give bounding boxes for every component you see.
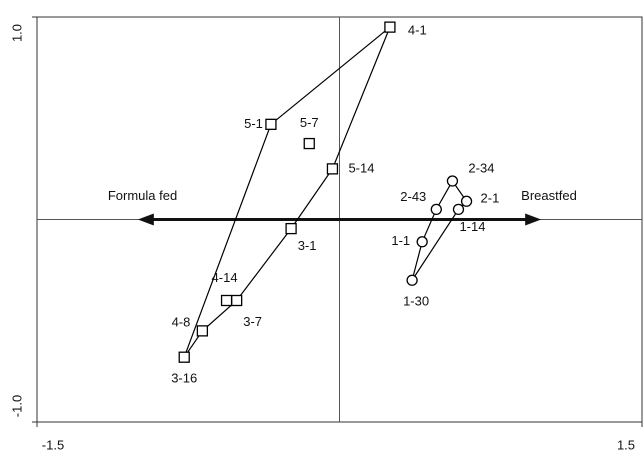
- point: [384, 21, 396, 33]
- annotation: Breastfed: [521, 188, 577, 203]
- point: [230, 294, 243, 307]
- point-label: 1-30: [403, 294, 429, 309]
- point-label: 5-7: [300, 115, 319, 130]
- point-label: 3-7: [243, 314, 262, 329]
- y-tick-label: 1.0: [9, 24, 24, 42]
- point-label: 5-14: [348, 160, 374, 175]
- point-label: 1-1: [391, 233, 410, 248]
- point: [446, 175, 459, 187]
- arrow-head-right: [525, 213, 542, 226]
- point-label: 4-1: [408, 23, 427, 38]
- point-label: 4-14: [212, 270, 238, 285]
- y-tick-label: -1.0: [9, 395, 24, 417]
- point-label: 2-1: [481, 191, 500, 206]
- point-label: 3-1: [298, 238, 317, 253]
- point-label: 5-1: [244, 116, 263, 131]
- point-label: 2-34: [468, 160, 494, 175]
- annotation: Formula fed: [108, 188, 177, 203]
- arrow-head-left: [137, 213, 154, 226]
- point: [452, 203, 465, 216]
- point: [303, 137, 315, 150]
- x-tick-label: 1.5: [617, 437, 635, 452]
- point: [220, 294, 233, 307]
- outline: [183, 26, 391, 358]
- point: [196, 325, 209, 337]
- point: [406, 274, 418, 286]
- point: [285, 222, 297, 235]
- point-label: 2-43: [400, 189, 426, 204]
- point: [326, 163, 339, 175]
- point-label: 3-16: [171, 371, 197, 386]
- point: [430, 203, 442, 216]
- point: [178, 351, 190, 363]
- point-label: 1-14: [459, 219, 485, 234]
- point: [460, 195, 473, 207]
- point: [265, 118, 277, 130]
- point: [416, 236, 428, 248]
- x-tick-label: -1.5: [42, 437, 64, 452]
- point-label: 4-8: [172, 314, 191, 329]
